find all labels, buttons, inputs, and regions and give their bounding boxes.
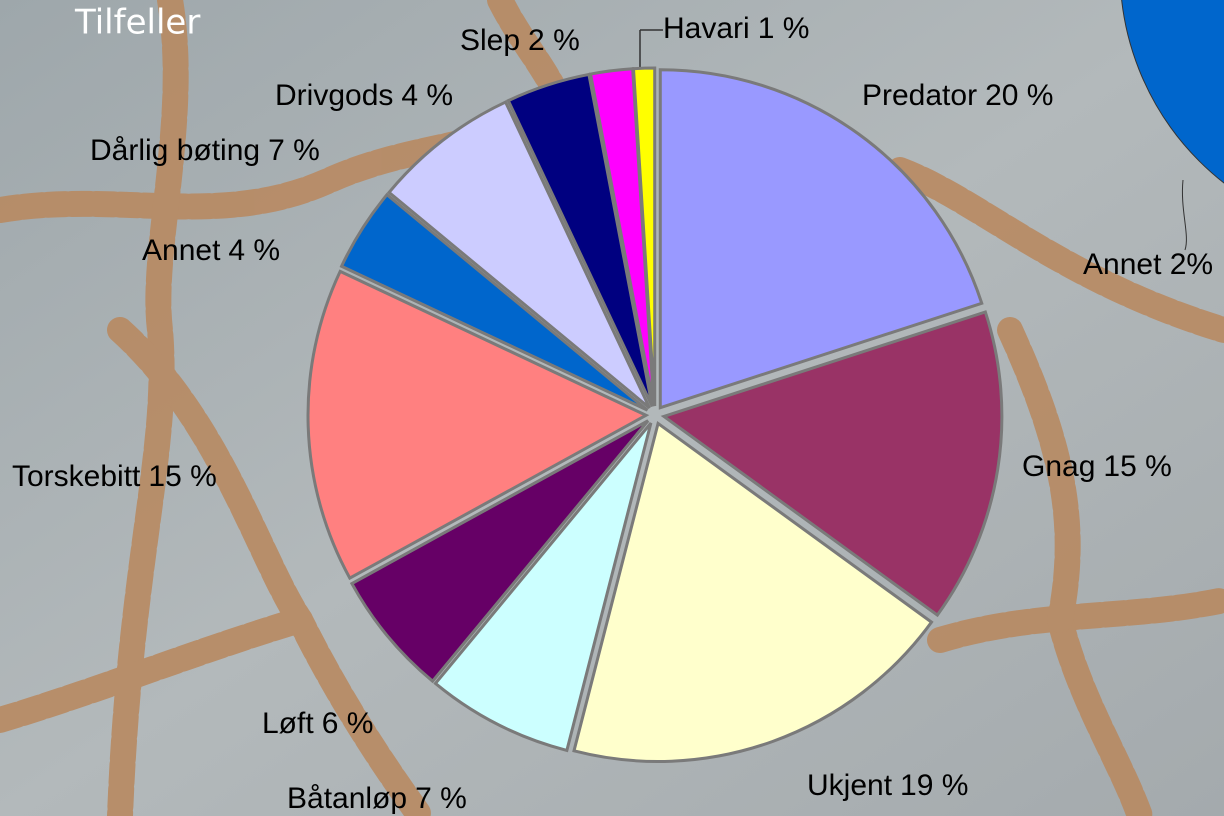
pie-slice [349,419,650,684]
slice-name: Drivgods [275,79,393,112]
slice-name: Torskebitt [12,460,141,493]
slice-value: 15 % [148,460,216,493]
slice-label: Drivgods 4 % [275,79,453,112]
slice-value: 20 % [985,79,1053,112]
slice-name: Annet [142,234,221,267]
slice-name: Båtanløp [287,782,407,815]
pie-slice [572,420,934,763]
slice-name: Havari [663,12,750,45]
slice-value: 19 % [900,769,968,802]
pie-slice [433,422,653,753]
slice-label: Havari 1 % [663,12,809,45]
pie-slice [306,269,650,581]
slice-value: 15 % [1103,450,1171,483]
slice-value: 2 % [528,24,580,57]
slice-value: 6 % [322,707,374,740]
slice-label: Dårlig bøting 7 % [90,134,320,167]
leader-line [1181,179,1187,251]
pie-slice [339,192,649,412]
slice-name: Dårlig bøting [90,134,260,167]
side-label: Annet 2% [1083,248,1213,281]
slice-value: 4 % [401,79,453,112]
slice-value: 1 % [758,12,810,45]
slice-name: Predator [862,79,977,112]
pie-slice [506,72,654,408]
pie-slice [386,100,651,410]
pie-slice [631,66,657,407]
slice-label: Annet 4 % [142,234,280,267]
slice-label: Ukjent 19 % [807,769,968,802]
slice-value: 7 % [415,782,467,815]
slice-label: Predator 20 % [862,79,1053,112]
slice-label: Båtanløp 7 % [287,782,467,815]
slice-label: Slep 2 % [460,24,580,57]
pie-slice [658,68,984,410]
slice-value: 7 % [268,134,320,167]
slice-name: Gnag [1022,450,1095,483]
slice-label: Gnag 15 % [1022,450,1172,483]
slice-name: Ukjent [807,769,893,802]
second-pie-slice [1121,0,1224,184]
slice-name: Løft [262,707,314,740]
slice-name: Slep [460,24,520,57]
slice-label: Torskebitt 15 % [12,460,217,493]
slice-value: 4 % [228,234,280,267]
chart-title: Tilfeller [74,3,200,43]
slice-label: Løft 6 % [262,707,373,740]
pie-slice [660,310,1004,618]
